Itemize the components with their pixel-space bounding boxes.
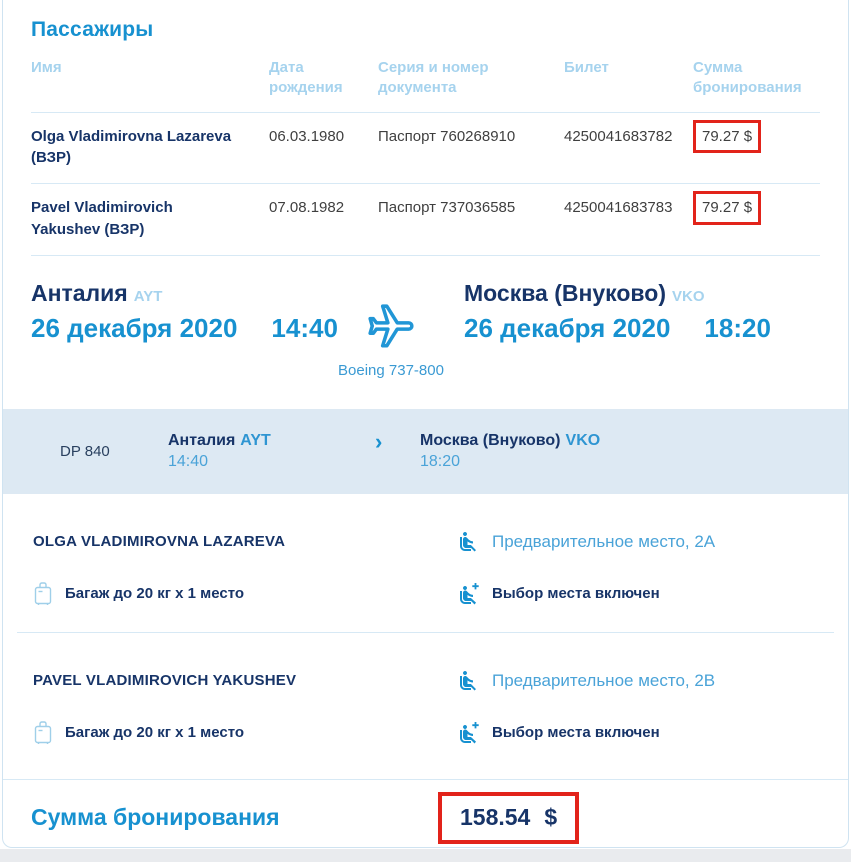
seat-icon [456,530,480,554]
arrival-date: 26 декабря 2020 [464,312,671,343]
passenger-document: Паспорт 760268910 [378,127,516,145]
passengers-table-header: Имя Дата рождения Серия и номер документ… [31,58,820,113]
departure-date: 26 декабря 2020 [31,312,238,343]
preassigned-seat-label: Предварительное место, 2A [492,531,716,551]
amount-highlight-box: 79.27 $ [693,119,762,154]
leg-origin-city: Анталия [168,431,236,449]
leg-destination: Москва (Внуково) VKO 18:20 [420,432,600,471]
baggage-label: Багаж до 20 кг x 1 место [65,724,245,741]
departure-time: 14:40 [271,312,338,343]
baggage-label: Багаж до 20 кг x 1 место [65,585,245,602]
passenger-services: OLGA VLADIMIROVNA LAZAREVA Предварительн… [3,494,848,633]
passenger-birth-date: 07.08.1982 [269,199,345,216]
passenger-document: Паспорт 737036585 [378,199,516,216]
arrival-city: Москва (Внуково) [464,279,666,306]
seat-plus-icon [456,582,480,606]
table-row: Pavel Vladimirovich Yakushev (ВЗР) 07.08… [31,184,820,256]
arrival-time: 18:20 [704,312,771,343]
baggage-icon [33,720,53,746]
column-name: Имя [31,59,62,76]
passengers-title: Пассажиры [31,18,154,41]
leg-origin-code: AYT [240,431,271,449]
baggage-icon [33,581,53,607]
passenger-services: PAVEL VLADIMIROVICH YAKUSHEV Предварител… [3,633,848,746]
aircraft-type: Boeing 737-800 [338,361,444,379]
leg-destination-time: 18:20 [420,452,461,470]
chevron-right-icon: › [375,429,383,454]
passengers-section: Пассажиры Имя Дата рождения Серия и номе… [3,0,848,256]
column-document: Серия и номер документа [378,59,489,97]
service-passenger-name: PAVEL VLADIMIROVICH YAKUSHEV [33,672,297,689]
passenger-ticket: 4250041683782 [564,127,673,145]
table-row: Olga Vladimirovna Lazareva (ВЗР) 06.03.1… [31,113,820,184]
passenger-ticket: 4250041683783 [564,199,673,216]
seat-icon [456,669,480,693]
departure-block: Анталия AYT 26 декабря 2020 14:40 [31,280,343,379]
passenger-name: Pavel Vladimirovich Yakushev (ВЗР) [31,199,173,238]
flight-summary: Анталия AYT 26 декабря 2020 14:40 Boeing 7… [3,256,848,379]
column-birth-date: Дата рождения [269,59,343,97]
passenger-name: Olga Vladimirovna Lazareva (ВЗР) [31,127,232,167]
arrival-block: Москва (Внуково) VKO 26 декабря 2020 18:20 [464,280,771,379]
leg-destination-code: VKO [565,431,601,449]
passenger-birth-date: 06.03.1980 [269,127,345,145]
booking-card: Пассажиры Имя Дата рождения Серия и номе… [2,0,849,848]
passenger-amount-cell: 79.27 $ [693,191,820,225]
seat-choice-included-label: Выбор места включен [492,585,660,602]
leg-origin-time: 14:40 [168,452,209,470]
leg-destination-city: Москва (Внуково) [420,431,561,449]
page-background-strip [0,849,851,862]
total-amount-highlight-box: 158.54 $ [438,791,580,844]
section-divider [17,631,834,633]
seat-choice-included-label: Выбор места включен [492,724,660,741]
departure-airport-code: AYT [133,287,163,305]
passenger-amount-cell: 79.27 $ [693,119,820,154]
column-amount: Сумма бронирования [693,59,802,97]
amount-highlight-box: 79.27 $ [693,191,762,225]
seat-plus-icon [456,721,480,745]
service-passenger-name: OLGA VLADIMIROVNA LAZAREVA [33,533,286,550]
total-currency: $ [544,803,558,830]
booking-total-label: Сумма бронирования [31,804,280,830]
airplane-icon [366,302,416,352]
booking-total-bar: Сумма бронирования 158.54 $ [3,778,848,844]
arrival-airport-code: VKO [671,287,705,305]
flight-number: DP 840 [60,442,110,460]
leg-origin: Анталия AYT 14:40 [168,432,375,471]
flight-leg-banner: DP 840 Анталия AYT 14:40 › Москва (Внуков… [3,408,848,494]
departure-city: Анталия [31,279,128,306]
preassigned-seat-label: Предварительное место, 2B [492,670,716,690]
column-ticket: Билет [564,59,609,76]
total-amount-value: 158.54 [460,803,531,830]
plane-block: Boeing 737-800 [338,280,444,379]
